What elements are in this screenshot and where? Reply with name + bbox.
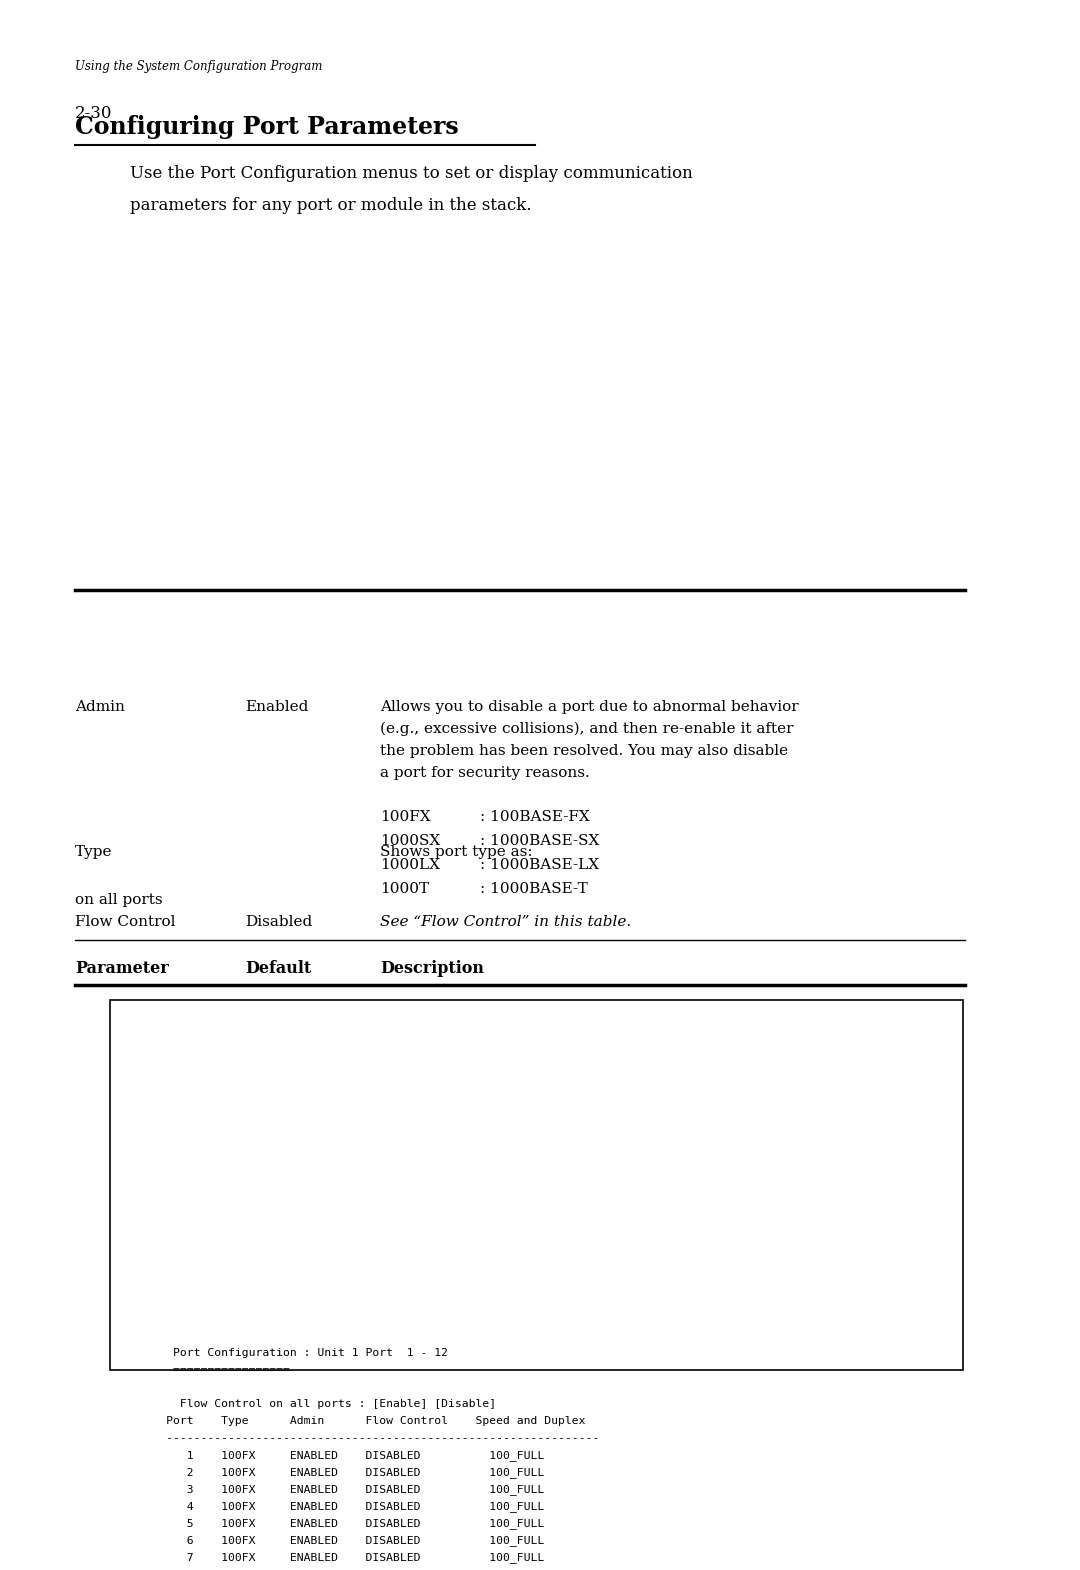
Text: Default: Default xyxy=(245,959,311,977)
Text: the problem has been resolved. You may also disable: the problem has been resolved. You may a… xyxy=(380,744,788,758)
Text: Flow Control on all ports : [Enable] [Disable]: Flow Control on all ports : [Enable] [Di… xyxy=(118,1399,496,1408)
Text: Shows port type as:: Shows port type as: xyxy=(380,845,532,859)
Text: ---------------------------------------------------------------: ----------------------------------------… xyxy=(118,1433,599,1443)
Text: 1000LX: 1000LX xyxy=(380,857,440,871)
Text: (e.g., excessive collisions), and then re-enable it after: (e.g., excessive collisions), and then r… xyxy=(380,722,794,736)
Text: : 1000BASE-SX: : 1000BASE-SX xyxy=(480,834,599,848)
Text: 2-30: 2-30 xyxy=(75,105,112,122)
Text: : 100BASE-FX: : 100BASE-FX xyxy=(480,810,590,824)
Text: 1000SX: 1000SX xyxy=(380,834,441,848)
Text: parameters for any port or module in the stack.: parameters for any port or module in the… xyxy=(130,196,531,214)
Text: Port Configuration : Unit 1 Port  1 - 12: Port Configuration : Unit 1 Port 1 - 12 xyxy=(118,1349,448,1358)
Text: : 1000BASE-T: : 1000BASE-T xyxy=(480,882,588,896)
Text: on all ports: on all ports xyxy=(75,893,163,907)
Text: 100FX: 100FX xyxy=(380,810,431,824)
Text: Parameter: Parameter xyxy=(75,959,168,977)
Text: Disabled: Disabled xyxy=(245,915,312,929)
Text: a port for security reasons.: a port for security reasons. xyxy=(380,766,590,780)
Text: Type: Type xyxy=(75,845,112,859)
Text: Enabled: Enabled xyxy=(245,700,309,714)
Text: Configuring Port Parameters: Configuring Port Parameters xyxy=(75,115,459,140)
Text: Allows you to disable a port due to abnormal behavior: Allows you to disable a port due to abno… xyxy=(380,700,798,714)
Text: 2    100FX     ENABLED    DISABLED          100_FULL: 2 100FX ENABLED DISABLED 100_FULL xyxy=(118,1466,544,1477)
Text: 1000T: 1000T xyxy=(380,882,429,896)
Text: 1    100FX     ENABLED    DISABLED          100_FULL: 1 100FX ENABLED DISABLED 100_FULL xyxy=(118,1451,544,1462)
Text: Port    Type      Admin      Flow Control    Speed and Duplex: Port Type Admin Flow Control Speed and D… xyxy=(118,1416,585,1426)
Text: Using the System Configuration Program: Using the System Configuration Program xyxy=(75,60,322,72)
Bar xyxy=(110,1000,963,1371)
Text: Flow Control: Flow Control xyxy=(75,915,175,929)
Text: 7    100FX     ENABLED    DISABLED          100_FULL: 7 100FX ENABLED DISABLED 100_FULL xyxy=(118,1553,544,1562)
Text: 5    100FX     ENABLED    DISABLED          100_FULL: 5 100FX ENABLED DISABLED 100_FULL xyxy=(118,1518,544,1529)
Text: 4    100FX     ENABLED    DISABLED          100_FULL: 4 100FX ENABLED DISABLED 100_FULL xyxy=(118,1501,544,1512)
Text: See “Flow Control” in this table.: See “Flow Control” in this table. xyxy=(380,915,631,929)
Text: Use the Port Configuration menus to set or display communication: Use the Port Configuration menus to set … xyxy=(130,165,692,182)
Text: 6    100FX     ENABLED    DISABLED          100_FULL: 6 100FX ENABLED DISABLED 100_FULL xyxy=(118,1535,544,1546)
Text: 3    100FX     ENABLED    DISABLED          100_FULL: 3 100FX ENABLED DISABLED 100_FULL xyxy=(118,1484,544,1495)
Text: : 1000BASE-LX: : 1000BASE-LX xyxy=(480,857,599,871)
Text: Admin: Admin xyxy=(75,700,125,714)
Text: =================: ================= xyxy=(118,1364,289,1375)
Text: Description: Description xyxy=(380,959,484,977)
